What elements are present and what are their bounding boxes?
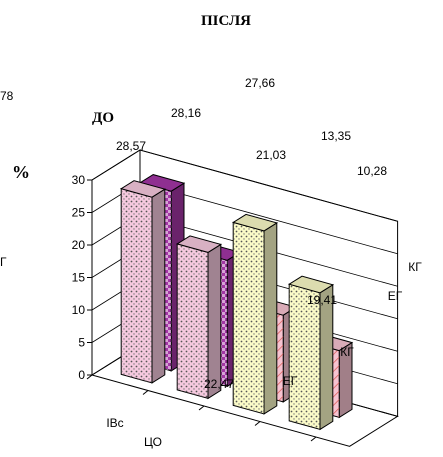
category-label: ЕГ [388,289,403,303]
x-tick [198,405,205,411]
bar [119,180,167,384]
bar-top [119,180,167,198]
category-label: КГ [408,260,422,274]
data-label: 21,03 [256,148,286,162]
bar-side-shade [208,244,221,399]
bar-top [287,275,335,294]
gridline [91,149,398,222]
category-label: КГ [340,345,354,359]
y-tick-label: 5 [78,336,85,350]
bar-side-shade [320,284,333,430]
y-tick-label: 25 [72,206,86,220]
data-label: 10,28 [357,164,387,178]
bar-side-shade [152,189,165,383]
y-axis-unit: % [12,162,30,182]
bar-top [175,235,223,253]
bar-top-shade [121,180,165,198]
bar-top-shade [233,214,277,231]
x-tick [254,421,261,426]
cropped-label-left-2: Г [0,255,7,269]
y-tick-label: 0 [78,368,85,382]
series-label: ІВс [106,416,123,430]
x-tick [142,390,149,395]
chart-title: ПІСЛЯ [201,13,251,29]
bar-top-shade [177,235,221,253]
bar-side-shade [339,342,352,418]
data-label: 19,41 [307,293,337,307]
bar-top-shade [289,276,333,293]
bar-side-shade [264,222,277,414]
bar [287,275,335,431]
data-label: 27,66 [245,76,275,90]
cropped-label-left: 78 [0,89,14,103]
bar-front-texture [289,284,320,430]
data-label: 13,35 [321,129,351,143]
bar-front-texture [177,243,208,399]
data-label: 28,16 [171,106,201,120]
x-tick [310,436,317,442]
bar-top [231,213,279,232]
data-label: 28,57 [116,139,146,153]
bar [231,213,279,415]
category-label: ЕГ [283,374,298,388]
y-tick-label: 30 [72,173,86,187]
bar-front-texture [121,188,152,383]
data-label: 22,47 [204,377,234,391]
chart-subtitle: ДО [92,110,114,126]
bar-top-shade [140,174,184,192]
y-tick-label: 20 [72,238,86,252]
chart-labels: 0 5 10 15 20 25 30 КГ ЕГ КГ ЕГ ЦО ІВс 28,57 22,47 28,16… [72,76,423,449]
x-tick [86,374,93,380]
chart-bars [119,174,354,431]
series-label: ЦО [144,435,162,449]
y-tick-label: 15 [72,271,86,285]
bar-front-texture [233,222,264,414]
y-tick-label: 10 [72,303,86,317]
bar [175,235,223,400]
